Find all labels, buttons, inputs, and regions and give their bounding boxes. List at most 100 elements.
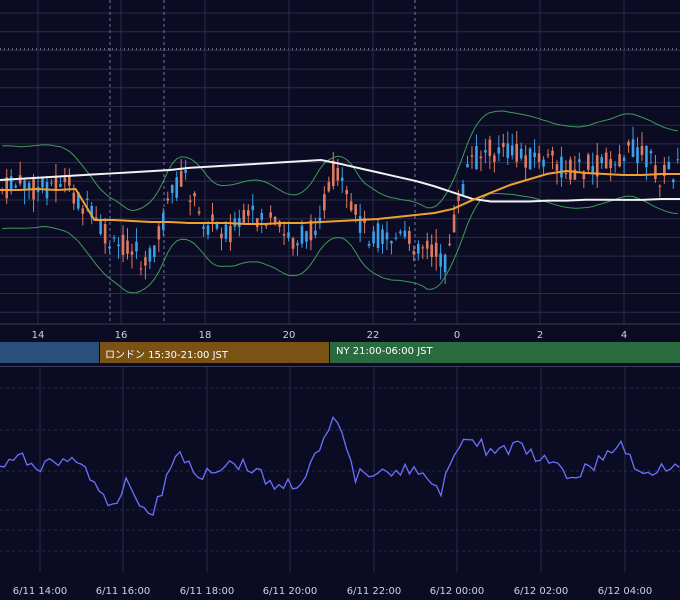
candle-body (484, 150, 487, 153)
moving-average-long-line (0, 159, 680, 203)
candle-body (622, 157, 626, 162)
candle-body (636, 147, 639, 164)
candle-body (600, 157, 604, 164)
candle-body (676, 159, 680, 161)
candle-body (340, 177, 344, 181)
candle-body (94, 217, 98, 219)
x-tick-label: 2 (537, 330, 543, 340)
session-bar: ロンドン 15:30-21:00 JST NY 21:00-06:00 JST (0, 342, 680, 363)
candle-body (551, 150, 554, 156)
osc-x-tick-label: 6/12 00:00 (430, 586, 484, 597)
candle-body (246, 210, 250, 216)
candle-body (354, 204, 357, 215)
osc-x-tick-label: 6/12 02:00 (514, 586, 568, 597)
session-tokyo (0, 342, 99, 363)
candle-body (439, 253, 442, 267)
candle-body (59, 184, 62, 187)
candle-body (658, 185, 662, 187)
candle-body (381, 229, 384, 244)
candle-body (108, 246, 111, 249)
session-london: ロンドン 15:30-21:00 JST (100, 342, 329, 363)
x-tick-label: 16 (115, 330, 128, 340)
candle-body (282, 234, 286, 236)
candle-body (314, 230, 317, 235)
candle-body (220, 233, 223, 239)
candle-body (609, 159, 612, 168)
candle-body (578, 159, 581, 162)
candle-body (595, 155, 599, 177)
candle-body (85, 198, 89, 200)
candle-body (604, 152, 608, 169)
candle-body (367, 243, 371, 246)
bollinger-lower-line (2, 193, 678, 294)
candle-body (524, 155, 527, 168)
candle-body (528, 148, 532, 170)
candle-body (197, 211, 201, 214)
candle-body (188, 200, 192, 203)
candle-body (533, 152, 536, 158)
candle-body (479, 156, 483, 159)
candle-body (72, 192, 76, 204)
candle-body (631, 139, 635, 157)
candle-body (215, 222, 219, 229)
candle-body (229, 225, 232, 243)
candle-body (148, 248, 152, 262)
candle-body (291, 238, 295, 249)
candle-body (640, 146, 644, 155)
candle-body (331, 160, 335, 186)
moving-average-short-line (0, 169, 680, 225)
panel-divider (0, 366, 680, 367)
osc-x-tick-label: 6/11 22:00 (347, 586, 401, 597)
candle-body (135, 241, 138, 252)
candle-body (671, 179, 675, 183)
candle-body (564, 173, 568, 175)
candle-body (519, 148, 523, 159)
x-tick-label: 14 (32, 330, 45, 340)
candle-body (206, 225, 210, 235)
osc-x-tick-label: 6/11 18:00 (180, 586, 234, 597)
candle-body (408, 231, 411, 244)
candle-body (23, 180, 26, 191)
candle-body (224, 224, 228, 239)
candle-body (416, 243, 420, 254)
candle-body (372, 231, 375, 244)
candle-body (121, 234, 125, 256)
candle-body (515, 144, 519, 162)
candle-body (9, 176, 13, 192)
candle-body (112, 237, 116, 239)
candle-body (211, 214, 214, 222)
bollinger-upper-line (2, 110, 678, 212)
candle-body (193, 193, 196, 197)
candle-body (63, 177, 67, 183)
candle-body (425, 240, 429, 249)
candle-body (287, 232, 290, 238)
candle-body (506, 143, 510, 158)
candle-body (542, 159, 545, 167)
candle-body (323, 194, 326, 211)
candle-body (117, 244, 120, 247)
candle-body (434, 242, 438, 257)
x-tick-label: 4 (621, 330, 627, 340)
candle-body (153, 245, 156, 258)
candle-body (618, 154, 621, 167)
candle-body (327, 182, 331, 192)
candle-body (560, 156, 563, 178)
candle-body (318, 217, 322, 224)
candle-body (586, 154, 590, 170)
candle-body (591, 165, 595, 173)
candle-body (385, 232, 389, 240)
session-ny: NY 21:00-06:00 JST (330, 342, 680, 363)
candle-body (448, 243, 451, 246)
candle-body (238, 217, 241, 228)
candle-body (501, 142, 505, 147)
x-tick-label: 22 (367, 330, 380, 340)
osc-x-tick-label: 6/11 14:00 (13, 586, 67, 597)
candle-body (582, 171, 586, 180)
candle-body (305, 231, 308, 242)
candle-body (126, 240, 129, 254)
candle-body (466, 164, 469, 168)
candle-body (510, 145, 514, 156)
candle-body (81, 208, 85, 214)
osc-x-tick-label: 6/12 04:00 (598, 586, 652, 597)
candle-body (546, 154, 550, 156)
